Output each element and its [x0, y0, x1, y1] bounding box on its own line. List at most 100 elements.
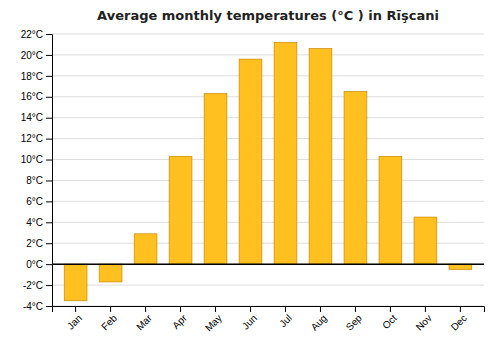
y-tick-mark: [46, 160, 52, 161]
x-tick-label: Aug: [309, 312, 329, 332]
y-tick-label: 22°C: [21, 29, 43, 40]
x-axis: Jan Feb Mar Apr May Jun Jul Aug Sep Oct Nov Dec: [53, 306, 485, 334]
x-tick: Aug: [309, 306, 329, 333]
y-tick-label: 10°C: [21, 154, 43, 165]
y-tick-mark: [46, 118, 52, 119]
y-tick-mark: [46, 201, 52, 202]
y-tick: 14°C: [21, 112, 52, 123]
y-tick-mark: [46, 264, 52, 265]
x-tick-mark: [110, 306, 111, 312]
x-tick-label: Feb: [99, 312, 119, 332]
x-tick-mark: [460, 306, 461, 312]
y-tick: 0°C: [26, 259, 52, 270]
y-tick-label: 20°C: [21, 50, 43, 61]
bar: [99, 264, 122, 282]
x-tick-label: Sep: [344, 312, 365, 333]
x-tick-label: Dec: [449, 312, 469, 332]
chart: -4°C -2°C 0°C 2°C 4°C 6°C 8°C 10°C 12°C 14°C 16°C 1…: [0, 0, 500, 350]
y-tick: 6°C: [26, 196, 52, 207]
y-tick: -2°C: [23, 280, 52, 291]
y-tick-mark: [46, 76, 52, 77]
bar: [344, 92, 367, 265]
bar: [309, 49, 332, 265]
bar: [204, 94, 227, 265]
x-tick: Jan: [65, 306, 84, 332]
x-tick: Dec: [449, 306, 469, 333]
x-tick: Jul: [277, 306, 294, 329]
y-tick: 10°C: [21, 154, 52, 165]
x-tick: Oct: [380, 306, 399, 331]
y-axis: -4°C -2°C 0°C 2°C 4°C 6°C 8°C 10°C 12°C 14°C 16°C 1…: [21, 29, 53, 312]
x-tick: Nov: [414, 306, 434, 333]
x-tick-label: Jul: [277, 312, 294, 329]
x-tick-label: Oct: [380, 312, 399, 331]
y-tick-mark: [46, 180, 52, 181]
y-tick-mark: [46, 34, 52, 35]
grid-line: [52, 159, 484, 160]
title: Average monthly temperatures (°C ) in Rī…: [97, 8, 439, 23]
y-tick-mark: [46, 97, 52, 98]
y-tick-mark: [46, 222, 52, 223]
y-tick: 18°C: [21, 71, 52, 82]
y-tick-label: 6°C: [26, 196, 43, 207]
bars: [64, 42, 472, 300]
y-tick-label: 12°C: [21, 133, 43, 144]
y-tick: 12°C: [21, 133, 52, 144]
y-tick-label: -4°C: [23, 301, 43, 312]
bar: [379, 156, 402, 264]
x-tick-label: May: [203, 312, 224, 333]
bar: [274, 42, 297, 264]
y-tick-mark: [46, 285, 52, 286]
x-tick-mark: [75, 306, 76, 312]
y-tick-mark: [46, 306, 52, 307]
x-tick-label: Nov: [414, 312, 434, 332]
bar: [414, 217, 437, 264]
y-tick: 2°C: [26, 238, 52, 249]
axis-line: [53, 307, 485, 313]
y-tick-label: 4°C: [26, 217, 43, 228]
x-tick: Jun: [240, 306, 259, 332]
grid-line: [52, 201, 484, 202]
grid-line: [52, 180, 484, 181]
y-tick-label: -2°C: [23, 280, 43, 291]
x-tick-mark: [355, 306, 356, 312]
x-tick-label: Jun: [240, 312, 259, 331]
y-tick-label: 8°C: [26, 175, 43, 186]
y-tick-label: 2°C: [26, 238, 43, 249]
y-tick: 22°C: [21, 29, 52, 40]
y-tick-label: 0°C: [26, 259, 43, 270]
bar: [239, 59, 262, 264]
grid-line: [52, 96, 484, 97]
grid-line: [52, 54, 484, 55]
bar: [169, 156, 192, 264]
x-tick: Apr: [170, 306, 189, 331]
x-tick-mark: [215, 306, 216, 312]
y-tick-label: 16°C: [21, 91, 43, 102]
x-tick: Feb: [99, 306, 119, 332]
grid-line: [52, 264, 484, 265]
y-tick: -4°C: [23, 301, 52, 312]
x-tick: Mar: [134, 306, 154, 332]
y-tick-mark: [46, 139, 52, 140]
x-tick: May: [203, 306, 224, 334]
y-tick-mark: [46, 55, 52, 56]
x-tick-label: Jan: [65, 312, 84, 331]
grid: [52, 34, 484, 306]
x-tick: Sep: [344, 306, 365, 333]
x-tick-label: Mar: [134, 312, 154, 332]
grid-line: [52, 34, 484, 35]
grid-line: [52, 285, 484, 286]
x-tick-label: Apr: [170, 312, 189, 331]
y-tick: 20°C: [21, 50, 52, 61]
y-tick: 4°C: [26, 217, 52, 228]
x-tick-mark: [285, 306, 286, 312]
bar: [134, 234, 157, 264]
x-tick-mark: [390, 306, 391, 312]
x-tick-mark: [180, 306, 181, 312]
bar: [449, 264, 472, 269]
y-tick: 8°C: [26, 175, 52, 186]
axis-line: [46, 35, 53, 307]
y-tick-mark: [46, 243, 52, 244]
x-tick-mark: [145, 306, 146, 312]
y-tick: 16°C: [21, 91, 52, 102]
